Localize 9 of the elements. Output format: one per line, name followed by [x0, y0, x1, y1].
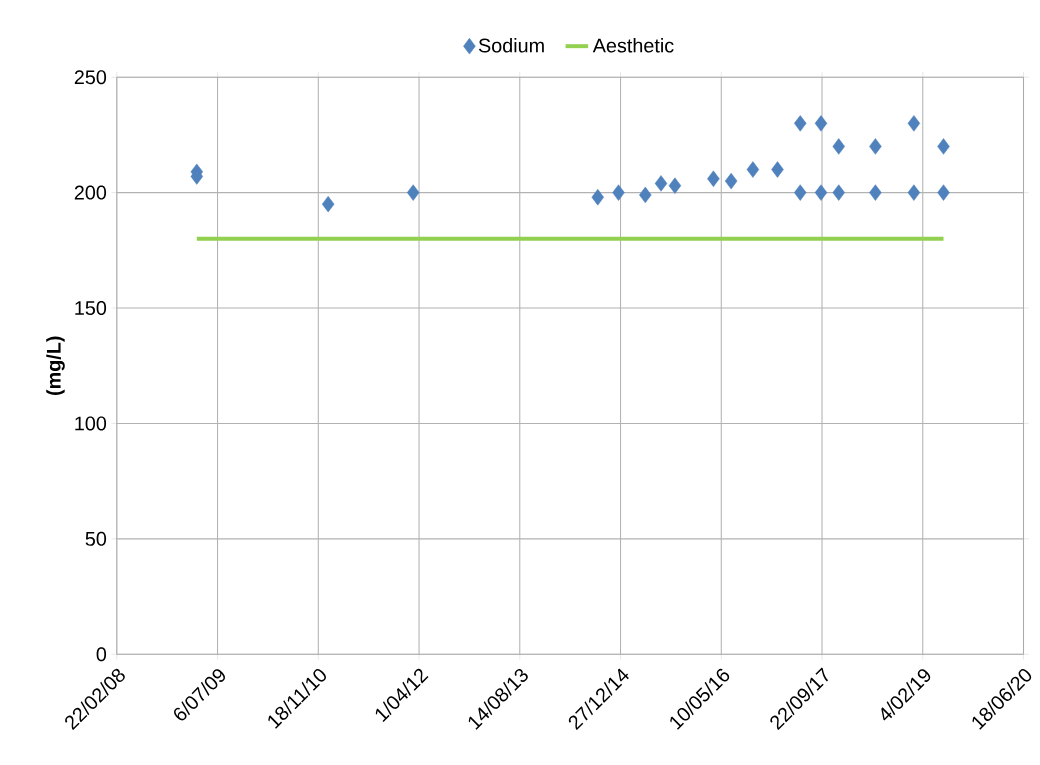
y-tick-label: 0	[96, 647, 107, 662]
legend-label: Sodium	[478, 37, 544, 53]
y-tick-label: 100	[75, 416, 107, 431]
y-tick-label: 50	[85, 531, 107, 546]
y-tick-label: 150	[75, 300, 107, 315]
y-tick-label: 250	[74, 70, 107, 85]
y-axis-title: (mg/L)	[46, 336, 65, 395]
legend-label: Aesthetic	[592, 37, 674, 53]
y-tick-label: 200	[74, 185, 107, 200]
